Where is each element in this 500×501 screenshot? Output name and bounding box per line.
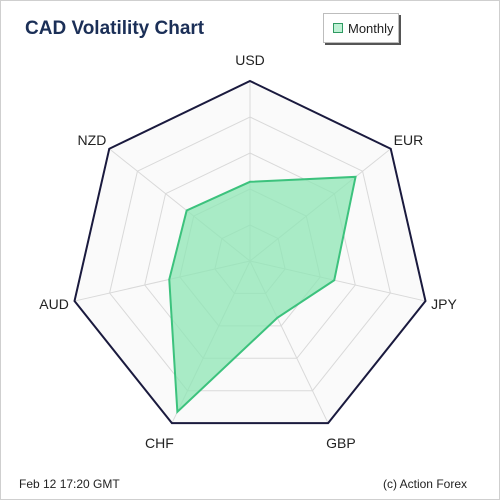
- chart-title: CAD Volatility Chart: [25, 18, 205, 39]
- axis-label-usd: USD: [235, 52, 265, 68]
- legend-label: Monthly: [348, 20, 394, 36]
- grid-ring: [109, 116, 391, 392]
- timestamp: Feb 12 17:20 GMT: [19, 477, 120, 491]
- legend-swatch: [333, 23, 343, 33]
- axis-label-chf: CHF: [145, 435, 174, 451]
- radar-outline: [73, 79, 427, 425]
- axis-label-gbp: GBP: [326, 435, 356, 451]
- axis-label-aud: AUD: [39, 296, 69, 312]
- legend: Monthly: [323, 13, 399, 43]
- axis-label-jpy: JPY: [431, 296, 457, 312]
- axis-label-eur: EUR: [394, 132, 424, 148]
- axis-label-nzd: NZD: [78, 132, 107, 148]
- credit: (c) Action Forex: [382, 477, 467, 491]
- series-monthly-area: [168, 175, 357, 415]
